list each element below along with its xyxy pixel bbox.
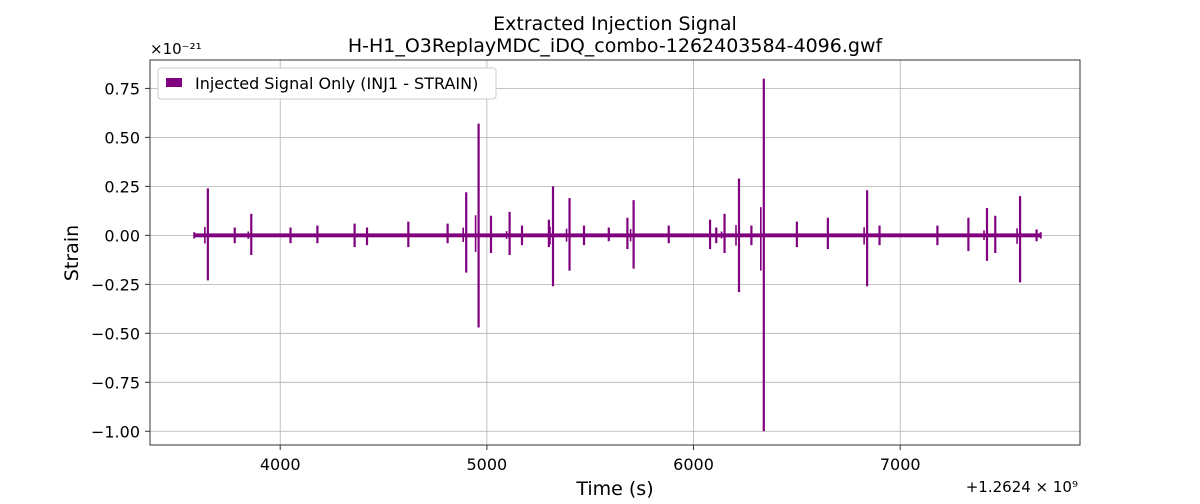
plot-frame bbox=[149, 59, 1081, 446]
series-layer bbox=[193, 78, 1042, 432]
chart-subtitle: H-H1_O3ReplayMDC_iDQ_combo-1262403584-40… bbox=[348, 35, 884, 57]
y-tick-label: −0.25 bbox=[91, 275, 140, 294]
x-tick-label: 5000 bbox=[467, 455, 508, 474]
y-tick-label: 0.00 bbox=[104, 226, 140, 245]
y-tick-label: 0.25 bbox=[104, 177, 140, 196]
x-tick-label: 7000 bbox=[880, 455, 921, 474]
x-tick-label: 6000 bbox=[673, 455, 714, 474]
x-axis-label: Time (s) bbox=[575, 478, 653, 500]
y-tick-label: −1.00 bbox=[91, 422, 140, 441]
chart-title: Extracted Injection Signal bbox=[493, 13, 737, 35]
legend-entry: Injected Signal Only (INJ1 - STRAIN) bbox=[195, 74, 478, 93]
y-tick-label: −0.75 bbox=[91, 373, 140, 392]
x-offset-label: +1.2624 × 10⁹ bbox=[966, 478, 1078, 496]
ticks: 4000 5000 6000 7000 0.75 0.50 0.25 0.00 −0.25 −0.… bbox=[91, 79, 921, 474]
legend-swatch bbox=[166, 78, 182, 87]
y-tick-label: 0.50 bbox=[104, 128, 140, 147]
y-tick-label: −0.50 bbox=[91, 324, 140, 343]
grid bbox=[150, 60, 1080, 445]
x-tick-label: 4000 bbox=[260, 455, 301, 474]
y-axis-label: Strain bbox=[61, 225, 83, 281]
y-tick-label: 0.75 bbox=[104, 79, 140, 98]
y-scale-label: ×10⁻²¹ bbox=[150, 40, 202, 58]
legend-frame bbox=[157, 67, 497, 100]
legend: Injected Signal Only (INJ1 - STRAIN) bbox=[157, 67, 497, 100]
series-0-baseline-band bbox=[194, 233, 1041, 238]
